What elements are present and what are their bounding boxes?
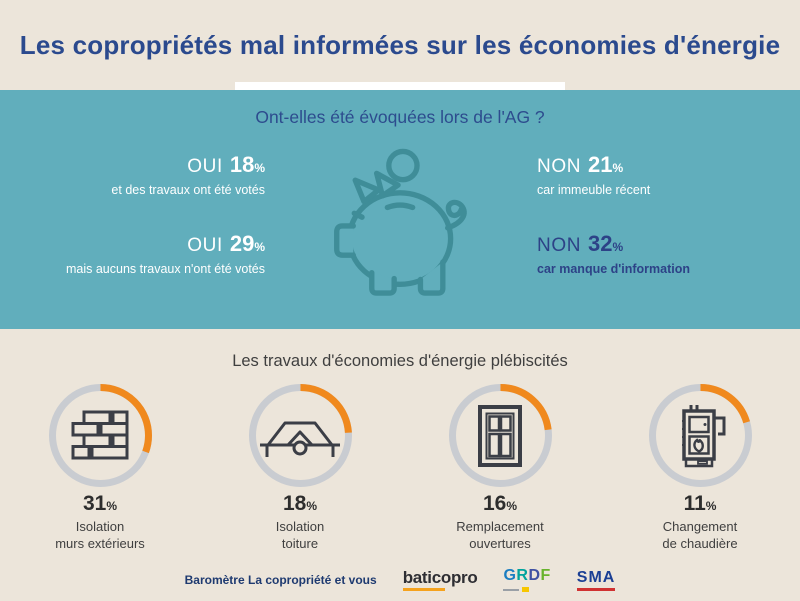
grdf-tagline-bar (503, 587, 550, 592)
works-section: Les travaux d'économies d'énergie plébis… (0, 329, 800, 552)
work-percent: 11% (683, 492, 717, 515)
ag-stats-non: NON 21% car immeuble récent NON 32% car ma… (537, 152, 690, 310)
footer: Baromètre La copropriété et vous baticop… (0, 568, 800, 592)
stat-non-32-highlighted: NON 32% car manque d'information (537, 231, 690, 278)
pig-front-leg (369, 269, 397, 296)
stat-answer: OUI (187, 156, 223, 177)
work-percent: 18% (282, 492, 318, 515)
pig-snout (334, 223, 356, 258)
pig-back-leg (417, 259, 446, 296)
stat-value: 21 (588, 152, 613, 177)
donut-ring (448, 384, 552, 487)
donut-ring (248, 384, 352, 487)
work-item-isolation-toiture: 18% Isolation toiture (200, 383, 400, 552)
page-title: Les copropriétés mal informées sur les é… (19, 29, 781, 60)
work-label: Isolation murs extérieurs (55, 519, 145, 551)
stat-answer: OUI (187, 235, 223, 256)
roof-icon (260, 421, 340, 457)
stat-answer: NON (537, 235, 582, 256)
stat-oui-18: OUI 18% et des travaux ont été votés (66, 152, 265, 199)
ag-heading: Ont-elles été évoquées lors de l'AG ? (255, 107, 545, 127)
sma-logo: SMA (576, 569, 616, 591)
stat-caption: car manque d'information (537, 262, 690, 276)
stat-headline: NON 21% (537, 152, 690, 181)
boiler-icon (682, 404, 726, 467)
brick-wall-icon (71, 410, 129, 459)
work-percent: 16% (482, 492, 518, 515)
pig-ear (352, 177, 382, 205)
donut-ring-wrap (448, 383, 553, 488)
works-heading: Les travaux d'économies d'énergie plébis… (232, 352, 568, 370)
stat-answer: NON (537, 156, 582, 177)
divider-notch (235, 82, 565, 90)
ag-stats-oui: OUI 18% et des travaux ont été votés OUI 2… (66, 152, 265, 310)
stat-caption: et des travaux ont été votés (111, 183, 265, 197)
stat-percent-sign: % (612, 161, 624, 175)
stat-caption: mais aucuns travaux n'ont été votés (65, 262, 265, 276)
grdf-logo: G R D F (503, 568, 550, 592)
stat-value: 32 (588, 231, 613, 256)
donut-ring (648, 384, 752, 487)
stat-headline: NON 32% (537, 231, 690, 260)
donut-ring-wrap (248, 383, 353, 488)
donut-ring-wrap (648, 383, 753, 488)
stat-percent-sign: % (612, 240, 624, 254)
stat-non-21: NON 21% car immeuble récent (537, 152, 690, 199)
piggy-bank-icon (334, 148, 467, 296)
ag-section: Ont-elles été évoquées lors de l'AG ? OU… (0, 90, 800, 329)
work-percent: 31% (82, 492, 118, 515)
coin-slot (384, 202, 416, 211)
work-item-isolation-murs: 31% Isolation murs extérieurs (0, 383, 200, 552)
pig-eye (351, 210, 365, 220)
work-label: Changement de chaudière (662, 519, 738, 551)
header: Les copropriétés mal informées sur les é… (0, 0, 800, 90)
work-item-remplacement-ouvertures: 16% Remplacement ouvertures (400, 383, 600, 552)
stat-caption: car immeuble récent (537, 183, 651, 197)
work-label: Isolation toiture (275, 519, 325, 551)
stat-oui-29: OUI 29% mais aucuns travaux n'ont été vot… (66, 231, 265, 278)
window-icon (478, 404, 522, 467)
works-items: 31% Isolation murs extérieurs (0, 383, 800, 552)
donut-ring-wrap (48, 383, 153, 488)
stat-percent-sign: % (254, 161, 265, 175)
stat-headline: OUI 29% (66, 231, 265, 260)
work-label: Remplacement ouvertures (456, 519, 544, 551)
baticopro-tagline-bar (402, 588, 445, 591)
work-item-changement-chaudiere: 11% Changement de chaudière (600, 383, 800, 552)
donut-ring (48, 384, 152, 487)
stat-headline: OUI 18% (66, 152, 265, 181)
baticopro-logo: baticopro (402, 569, 478, 591)
stat-value: 18 (229, 152, 255, 177)
stat-percent-sign: % (254, 240, 265, 254)
sma-tagline-bar (576, 587, 616, 591)
pig-tail (445, 199, 467, 231)
barometer-label: Baromètre La copropriété et vous (184, 573, 377, 587)
stat-value: 29 (229, 231, 255, 256)
coin-icon (386, 148, 420, 183)
pig-ear (373, 170, 401, 199)
